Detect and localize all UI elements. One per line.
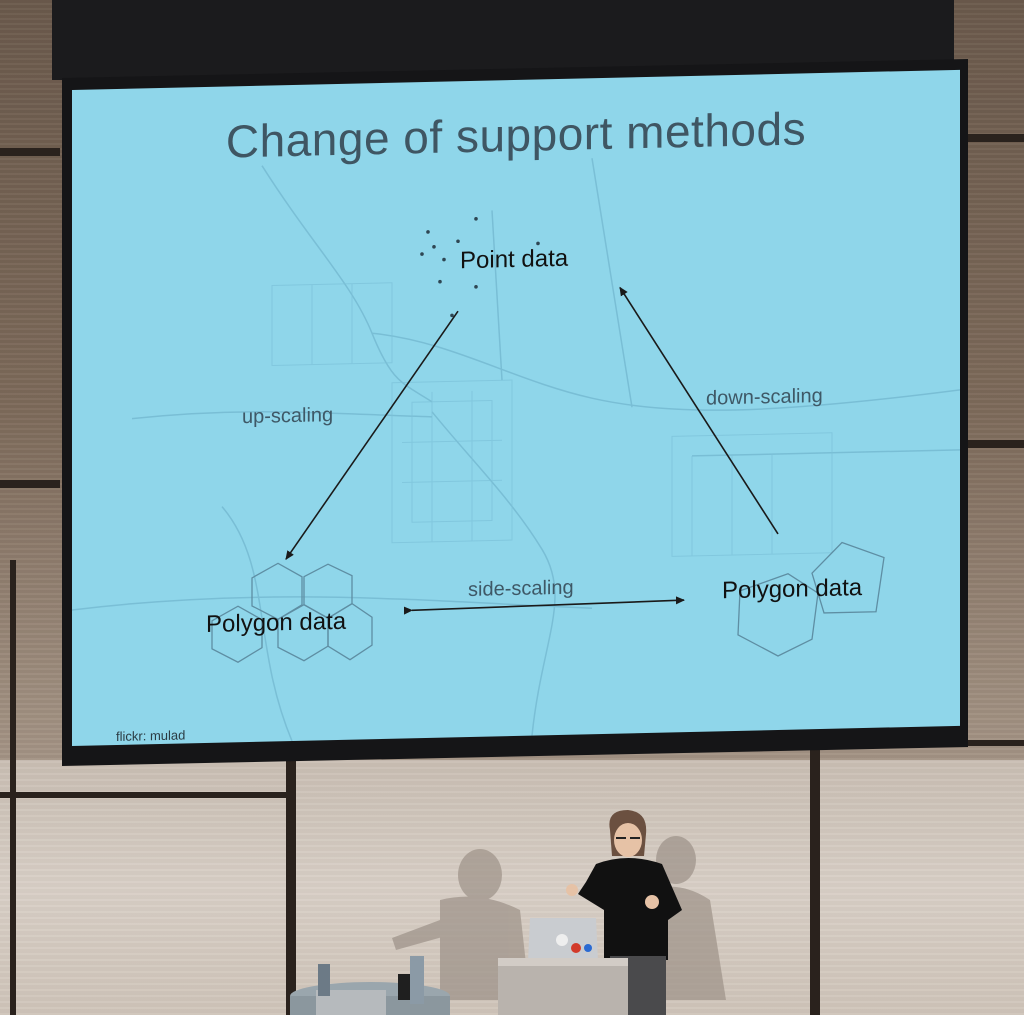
photo-credit: flickr: mulad (116, 727, 186, 745)
down-scaling-arrow (619, 286, 779, 535)
wall-seam (810, 730, 820, 1015)
hexagon-polygons-left (211, 562, 373, 663)
down-scaling-label: down-scaling (706, 384, 823, 410)
wall-seam (286, 752, 296, 1015)
wall-seam (0, 148, 60, 156)
irregular-polygons-right (737, 541, 885, 657)
side-scaling-label: side-scaling (468, 576, 574, 602)
presentation-slide: Change of support methods (72, 69, 960, 747)
wall-seam (0, 480, 60, 488)
wall-seam (10, 560, 16, 1015)
point-data-label: Point data (460, 244, 569, 275)
side-scaling-arrow (403, 596, 685, 615)
wall-seam (960, 134, 1024, 142)
laptop (528, 918, 598, 962)
polygon-data-left-label: Polygon data (206, 607, 347, 638)
up-scaling-arrow (285, 310, 459, 560)
point-data-dots (420, 217, 540, 318)
polygon-data-right-label: Polygon data (722, 574, 863, 605)
wall-seam (960, 440, 1024, 448)
support-methods-diagram (211, 217, 885, 663)
background-street-map (72, 158, 960, 742)
up-scaling-label: up-scaling (242, 404, 334, 429)
podium (498, 958, 628, 1015)
side-table (290, 956, 450, 1015)
stage-scene (290, 810, 726, 1015)
wall-seam (0, 792, 290, 798)
